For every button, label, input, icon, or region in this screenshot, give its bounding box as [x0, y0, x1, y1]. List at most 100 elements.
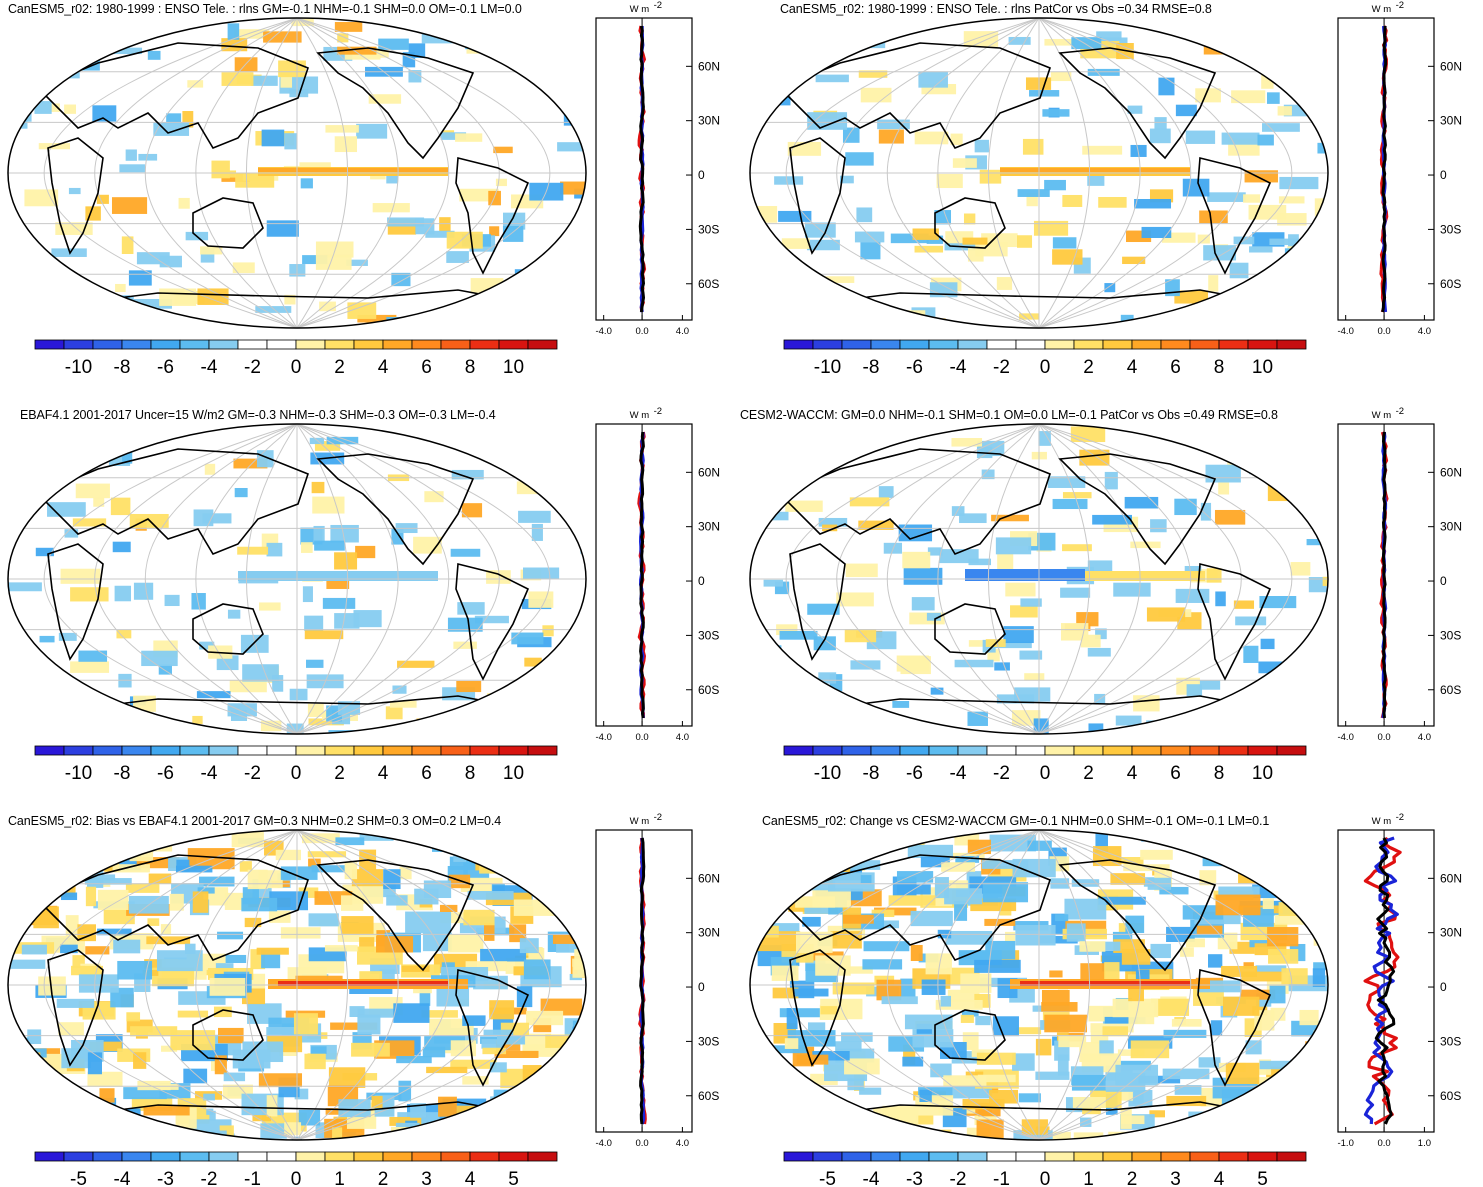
x-tick-label: 1.0: [1418, 1138, 1431, 1149]
colorbar-label: -6: [906, 763, 923, 784]
lat-tick-label: 60N: [1440, 465, 1462, 479]
colorbar-swatch: [928, 339, 959, 350]
colorbar-label: -4: [201, 763, 218, 784]
colorbar-swatch: [1015, 339, 1046, 350]
panel-graphics: W m -2 60N 30N 0 30S 60S -4.0 0.0 4.0 -10 -8 -6 -4 -2 0…: [7, 406, 720, 784]
colorbar-label: 10: [1252, 763, 1273, 784]
colorbar-swatch: [353, 339, 384, 350]
colorbar-swatch: [812, 1151, 843, 1162]
colorbar-label: -2: [244, 763, 261, 784]
colorbar-swatch: [469, 745, 500, 756]
colorbar-label: 10: [503, 357, 524, 378]
colorbar-label: -2: [993, 763, 1010, 784]
coastline: [316, 453, 475, 566]
coastline: [455, 156, 530, 275]
colorbar-swatch: [121, 745, 152, 756]
lat-tick-label: 60N: [698, 59, 720, 73]
colorbar-swatch: [1131, 339, 1162, 350]
colorbar-swatch: [353, 1151, 384, 1162]
colorbar-label: 10: [503, 763, 524, 784]
x-tick-label: -1.0: [1337, 1138, 1353, 1149]
colorbar-swatch: [382, 745, 413, 756]
colorbar-swatch: [411, 1151, 442, 1162]
colorbar-swatch: [498, 1151, 529, 1162]
colorbar-swatch: [783, 339, 814, 350]
coastline: [36, 42, 309, 149]
colorbar-swatch: [1073, 1151, 1104, 1162]
colorbar-swatch: [63, 745, 94, 756]
coastlines: [36, 854, 530, 1116]
map-border: [7, 829, 587, 1141]
colorbar-swatch: [121, 339, 152, 350]
colorbar-swatch: [440, 745, 471, 756]
colorbar-label: -10: [65, 357, 92, 378]
colorbar-label: -2: [201, 1169, 218, 1187]
x-tick-label: 0.0: [1377, 732, 1390, 743]
colorbar-swatch: [1073, 339, 1104, 350]
panel-1: CanESM5_r02: 1980-1999 : ENSO Tele. : rl…: [0, 0, 741, 395]
colorbar-swatch: [1044, 339, 1075, 350]
coastline: [778, 854, 1051, 961]
colorbar-label: 2: [334, 763, 345, 784]
lat-tick-label: 30N: [698, 114, 720, 128]
colorbar-swatch: [92, 339, 123, 350]
colorbar-swatch: [1247, 1151, 1278, 1162]
colorbar-label: -3: [157, 1169, 174, 1187]
map-border: [7, 423, 587, 735]
colorbar-swatch: [1131, 1151, 1162, 1162]
colorbar-label: 2: [334, 357, 345, 378]
map-field: [750, 424, 1328, 734]
coastline: [789, 137, 846, 255]
colorbar-swatch: [899, 745, 930, 756]
colorbar-label: 4: [378, 357, 389, 378]
colorbar-swatch: [870, 1151, 901, 1162]
colorbar-label: -6: [157, 763, 174, 784]
x-tick-label: 0.0: [1377, 326, 1390, 337]
coastline: [47, 949, 104, 1067]
panel-6: CanESM5_r02: Change vs CESM2-WACCM GM=-0…: [742, 812, 1483, 1187]
colorbar-swatch: [957, 1151, 988, 1162]
x-tick-label: 0.0: [635, 326, 648, 337]
lat-tick-label: 30N: [1440, 520, 1462, 534]
colorbar-swatch: [899, 1151, 930, 1162]
coastlines: [36, 42, 530, 304]
zonal-units: W m: [1372, 410, 1392, 421]
colorbar-label: 6: [421, 763, 432, 784]
colorbar-swatch: [498, 339, 529, 350]
map-field: [8, 18, 586, 328]
colorbar-swatch: [324, 745, 355, 756]
colorbar: -10 -8 -6 -4 -2 0 2 4 6 8 10: [783, 339, 1307, 378]
colorbar-swatch: [63, 1151, 94, 1162]
coastline: [934, 197, 1006, 249]
coastline: [789, 949, 846, 1067]
colorbar-swatch: [527, 339, 558, 350]
coastline: [192, 197, 264, 249]
colorbar-label: 4: [378, 763, 389, 784]
panel-4: CESM2-WACCM: GM=0.0 NHM=-0.1 SHM=0.1 OM=…: [740, 406, 1483, 801]
map-field: [750, 830, 1328, 1140]
colorbar-swatch: [150, 1151, 181, 1162]
colorbar-swatch: [841, 745, 872, 756]
colorbar-swatch: [1160, 1151, 1191, 1162]
colorbar-label: 4: [1127, 763, 1138, 784]
lat-tick-label: 30N: [698, 520, 720, 534]
colorbar-label: -8: [863, 357, 880, 378]
colorbar-swatch: [34, 1151, 65, 1162]
x-tick-label: 0.0: [635, 1138, 648, 1149]
diff-curve: [639, 431, 645, 719]
zonal-units-exponent: -2: [654, 0, 662, 11]
lat-tick-label: 60N: [1440, 59, 1462, 73]
diff-curve: [1374, 837, 1396, 1125]
panel-title: EBAF4.1 2001-2017 Uncer=15 W/m2 GM=-0.3 …: [20, 408, 496, 422]
coastline: [77, 1101, 529, 1116]
coastline: [934, 603, 1006, 655]
colorbar-swatch: [324, 1151, 355, 1162]
colorbar-swatch: [121, 1151, 152, 1162]
diff-curve: [1381, 25, 1388, 313]
coastlines: [778, 854, 1272, 1116]
lat-tick-label: 60S: [1440, 277, 1461, 291]
colorbar-swatch: [63, 339, 94, 350]
zonal-units-exponent: -2: [1396, 406, 1404, 417]
colorbar-swatch: [1131, 745, 1162, 756]
coastline: [1197, 156, 1272, 275]
